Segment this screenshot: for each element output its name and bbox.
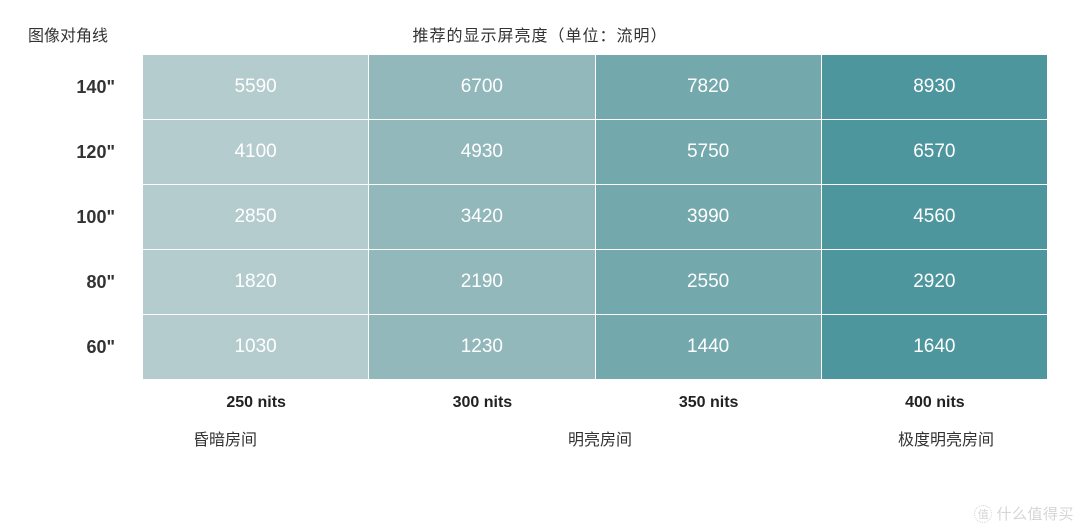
table-cell: 4930 — [369, 120, 595, 185]
table-cell: 1230 — [369, 315, 595, 380]
room-label: 极度明亮房间 — [898, 426, 994, 450]
watermark-badge-icon: 值 — [974, 505, 992, 523]
table-cell: 1820 — [143, 250, 369, 315]
table-cell: 1640 — [822, 315, 1048, 380]
table-cell: 3990 — [596, 185, 822, 250]
row-label: 120" — [28, 120, 143, 185]
chart-subtitle: 推荐的显示屏亮度（单位：流明） — [0, 22, 1080, 46]
room-label-row: 昏暗房间 明亮房间 极度明亮房间 — [28, 426, 1048, 452]
room-label: 明亮房间 — [568, 426, 632, 450]
room-label: 昏暗房间 — [193, 426, 257, 450]
watermark: 值 什么值得买 — [974, 503, 1074, 524]
table-cell: 6570 — [822, 120, 1048, 185]
row-label: 140" — [28, 55, 143, 120]
nits-label: 300 nits — [369, 394, 595, 412]
column-footer: 250 nits — [143, 380, 369, 422]
table-cell: 7820 — [596, 55, 822, 120]
table-cell: 3420 — [369, 185, 595, 250]
table-cell: 2190 — [369, 250, 595, 315]
table-cell: 5750 — [596, 120, 822, 185]
table-cell: 1030 — [143, 315, 369, 380]
column-footer: 350 nits — [596, 380, 822, 422]
footer-spacer — [28, 380, 143, 422]
table-cell: 4560 — [822, 185, 1048, 250]
table-grid: 140"5590670078208930 120"4100493057506570… — [28, 55, 1048, 422]
table-cell: 1440 — [596, 315, 822, 380]
nits-label: 350 nits — [596, 394, 822, 412]
row-label: 60" — [28, 315, 143, 380]
brightness-table: 140"5590670078208930 120"4100493057506570… — [28, 55, 1048, 452]
table-cell: 2550 — [596, 250, 822, 315]
column-footer: 300 nits — [369, 380, 595, 422]
nits-label: 400 nits — [822, 394, 1048, 412]
table-cell: 2850 — [143, 185, 369, 250]
watermark-text: 什么值得买 — [996, 503, 1074, 524]
row-label: 100" — [28, 185, 143, 250]
nits-label: 250 nits — [143, 394, 369, 412]
table-cell: 4100 — [143, 120, 369, 185]
table-cell: 5590 — [143, 55, 369, 120]
table-cell: 8930 — [822, 55, 1048, 120]
row-label: 80" — [28, 250, 143, 315]
table-cell: 2920 — [822, 250, 1048, 315]
table-cell: 6700 — [369, 55, 595, 120]
column-footer: 400 nits — [822, 380, 1048, 422]
